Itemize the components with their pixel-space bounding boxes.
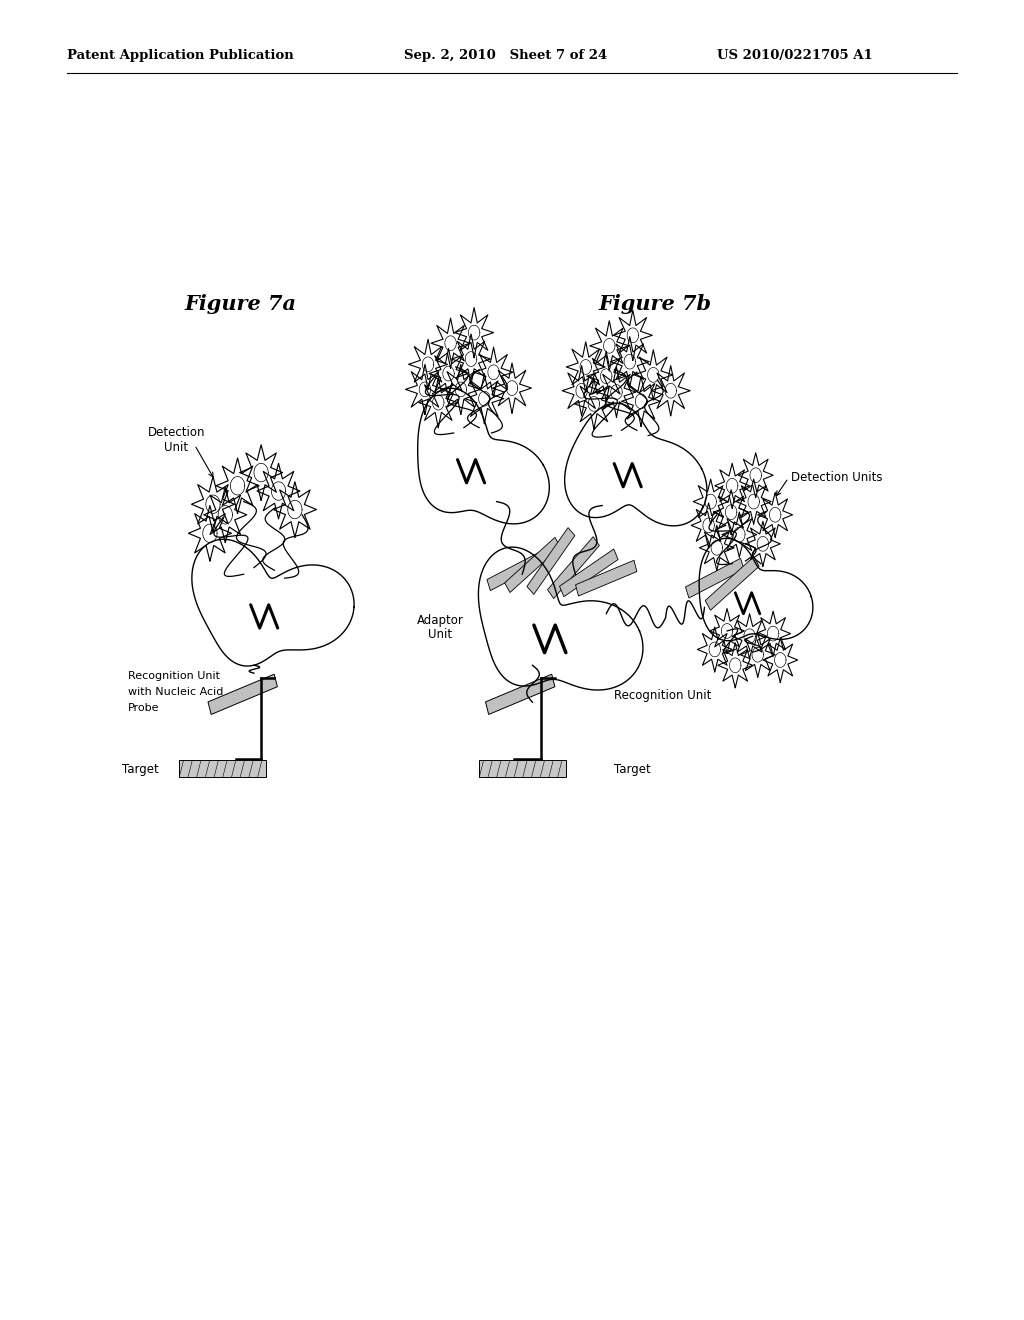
Text: with Nucleic Acid: with Nucleic Acid bbox=[128, 686, 223, 697]
Bar bbox=[486, 550, 548, 590]
Text: Detection: Detection bbox=[147, 426, 205, 440]
Bar bbox=[179, 760, 266, 777]
Text: Sep. 2, 2010   Sheet 7 of 24: Sep. 2, 2010 Sheet 7 of 24 bbox=[404, 49, 607, 62]
Text: Figure 7a: Figure 7a bbox=[184, 293, 297, 314]
Text: Target: Target bbox=[614, 763, 651, 776]
Bar bbox=[575, 560, 637, 597]
Bar bbox=[208, 675, 278, 714]
Text: Detection Units: Detection Units bbox=[791, 471, 882, 484]
Bar bbox=[527, 528, 574, 594]
Text: Patent Application Publication: Patent Application Publication bbox=[67, 49, 293, 62]
Text: Unit: Unit bbox=[164, 441, 188, 454]
Bar bbox=[485, 675, 555, 714]
Text: Probe: Probe bbox=[128, 702, 160, 713]
Text: Target: Target bbox=[122, 763, 159, 776]
Text: Recognition Unit: Recognition Unit bbox=[614, 689, 712, 702]
Bar bbox=[548, 537, 599, 598]
Bar bbox=[479, 760, 566, 777]
Bar bbox=[559, 549, 618, 597]
Text: Figure 7b: Figure 7b bbox=[599, 293, 712, 314]
Text: Recognition Unit: Recognition Unit bbox=[128, 671, 220, 681]
Text: Unit: Unit bbox=[428, 628, 453, 642]
Bar bbox=[706, 557, 759, 610]
Bar bbox=[505, 537, 560, 593]
Bar bbox=[685, 558, 744, 598]
Text: Adaptor: Adaptor bbox=[417, 614, 464, 627]
Text: US 2010/0221705 A1: US 2010/0221705 A1 bbox=[717, 49, 872, 62]
